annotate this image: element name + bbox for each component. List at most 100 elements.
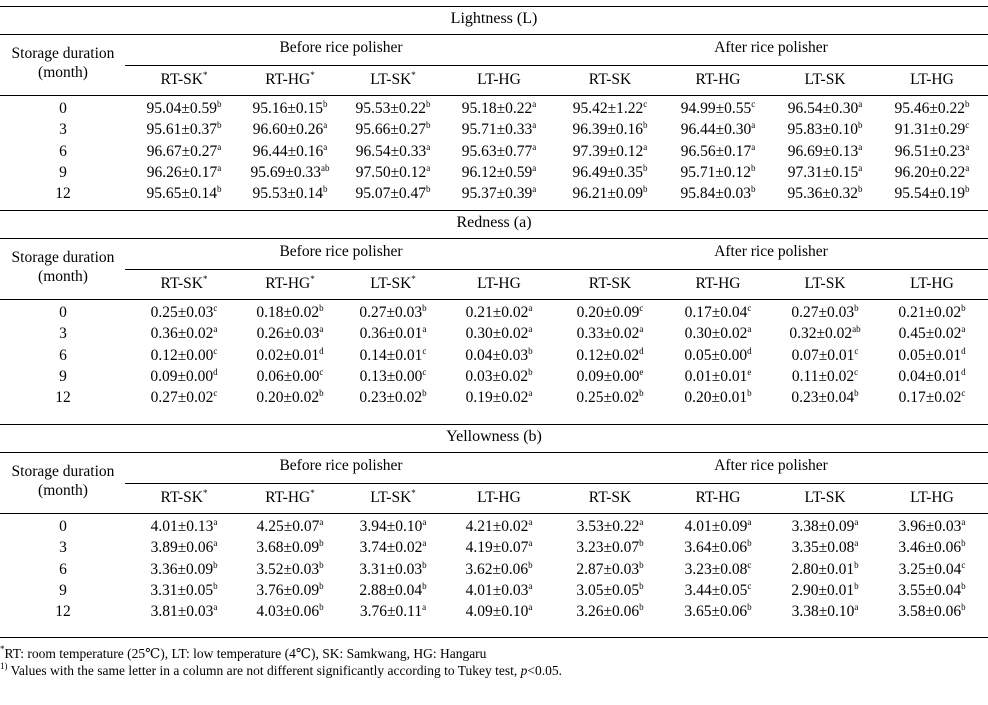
table-cell: 4.19±0.07a	[465, 538, 533, 557]
table-cell: 0.06±0.00c	[256, 366, 324, 385]
table-cell: 95.71±0.12b	[680, 162, 756, 181]
row-header-unit: (month)	[38, 64, 88, 81]
row-month: 9	[59, 367, 67, 385]
table-cell: 95.54±0.19b	[894, 184, 970, 203]
column-header: RT-HG	[695, 489, 741, 506]
table-cell: 0.32±0.02ab	[789, 324, 861, 343]
group-before-rule	[125, 483, 561, 484]
table-cell: 95.36±0.32b	[787, 184, 863, 203]
table-cell: 2.90±0.01b	[791, 580, 859, 599]
row-header-unit: (month)	[38, 268, 88, 285]
table-cell: 3.35±0.08a	[791, 538, 859, 557]
column-header: LT-SK	[804, 71, 846, 88]
table-cell: 96.60±0.26a	[252, 120, 328, 139]
table-cell: 95.84±0.03b	[680, 184, 756, 203]
table-cell: 94.99±0.55c	[680, 99, 756, 118]
table-cell: 0.30±0.02a	[684, 324, 752, 343]
column-header: LT-SK	[804, 489, 846, 506]
header-bottom-rule	[0, 299, 988, 300]
table-cell: 3.53±0.22a	[576, 517, 644, 536]
table-cell: 3.31±0.03b	[359, 559, 427, 578]
table-cell: 0.36±0.01a	[359, 324, 427, 343]
section-title: Lightness (L)	[450, 10, 538, 27]
column-header: LT-SK*	[370, 274, 416, 293]
column-header: LT-HG	[477, 275, 521, 292]
row-month: 6	[59, 560, 67, 578]
table-cell: 95.42±1.22c	[572, 99, 648, 118]
table-cell: 3.74±0.02a	[359, 538, 427, 557]
table-cell: 3.26±0.06b	[576, 602, 644, 621]
table-cell: 3.76±0.11a	[359, 602, 427, 621]
row-month: 0	[59, 518, 67, 535]
table-cell: 96.39±0.16b	[572, 120, 648, 139]
column-header: RT-HG*	[265, 70, 315, 89]
table-cell: 95.71±0.33a	[461, 120, 537, 139]
table-cell: 96.44±0.16a	[252, 141, 328, 160]
table-cell: 95.16±0.15b	[252, 99, 328, 118]
table-cell: 4.21±0.02a	[465, 517, 533, 536]
group-header-before: Before rice polisher	[279, 243, 403, 260]
table-cell: 3.44±0.05c	[684, 580, 752, 599]
table-cell: 0.21±0.02b	[898, 303, 966, 322]
row-month: 9	[59, 163, 67, 181]
table-cell: 95.07±0.47b	[355, 184, 431, 203]
table-cell: 4.01±0.09a	[684, 517, 752, 536]
table-cell: 3.46±0.06b	[898, 538, 966, 557]
title-rule	[0, 238, 988, 239]
table-cell: 96.26±0.17a	[146, 162, 222, 181]
column-header: RT-HG*	[265, 488, 315, 507]
table-cell: 0.23±0.02b	[359, 388, 427, 407]
header-bottom-rule	[0, 95, 988, 96]
footnote-tukey: 1) Values with the same letter in a colu…	[0, 661, 563, 679]
table-cell: 3.58±0.06b	[898, 602, 966, 621]
column-header: RT-HG	[695, 71, 741, 88]
table-cell: 0.36±0.02a	[150, 324, 218, 343]
table-cell: 96.56±0.17a	[680, 141, 756, 160]
table-cell: 0.20±0.02b	[256, 388, 324, 407]
table-cell: 0.01±0.01e	[684, 366, 752, 385]
table-cell: 96.67±0.27a	[146, 141, 222, 160]
table-cell: 95.66±0.27b	[355, 120, 431, 139]
section-top-rule	[0, 210, 988, 212]
table-cell: 95.69±0.33ab	[250, 162, 330, 181]
table-cell: 95.04±0.59b	[146, 99, 222, 118]
group-header-after: After rice polisher	[714, 243, 828, 260]
table-cell: 96.21±0.09b	[572, 184, 648, 203]
table-cell: 0.45±0.02a	[898, 324, 966, 343]
group-after-rule	[561, 269, 988, 270]
table-cell: 3.36±0.09b	[150, 559, 218, 578]
section-title: Yellowness (b)	[446, 428, 542, 445]
table-cell: 91.31±0.29c	[894, 120, 970, 139]
table-cell: 0.04±0.03b	[465, 345, 533, 364]
table-cell: 0.04±0.01d	[898, 366, 966, 385]
table-cell: 0.20±0.01b	[684, 388, 752, 407]
row-month: 12	[55, 603, 71, 621]
row-month: 6	[59, 142, 67, 160]
table-cell: 95.53±0.14b	[252, 184, 328, 203]
table-cell: 3.68±0.09b	[256, 538, 324, 557]
row-month: 3	[59, 121, 67, 139]
table-cell: 0.17±0.04c	[684, 303, 752, 322]
table-cell: 96.49±0.35b	[572, 162, 648, 181]
column-header: LT-SK	[804, 275, 846, 292]
table-cell: 3.76±0.09b	[256, 580, 324, 599]
table-cell: 0.27±0.02c	[150, 388, 218, 407]
footnote-abbreviations: *RT: room temperature (25℃), LT: low tem…	[0, 644, 487, 662]
column-header: RT-SK	[588, 275, 632, 292]
table-cell: 0.03±0.02b	[465, 366, 533, 385]
table-cell: 0.12±0.00c	[150, 345, 218, 364]
table-cell: 0.27±0.03b	[791, 303, 859, 322]
table-cell: 96.54±0.30a	[787, 99, 863, 118]
table-cell: 3.31±0.05b	[150, 580, 218, 599]
table-cell: 0.12±0.02d	[576, 345, 644, 364]
table-cell: 95.53±0.22b	[355, 99, 431, 118]
table-cell: 97.31±0.15a	[787, 162, 863, 181]
title-rule	[0, 34, 988, 35]
table-cell: 96.12±0.59a	[461, 162, 537, 181]
row-month: 12	[55, 389, 71, 407]
table-cell: 0.09±0.00d	[150, 366, 218, 385]
row-month: 6	[59, 346, 67, 364]
group-after-rule	[561, 483, 988, 484]
table-cell: 0.05±0.01d	[898, 345, 966, 364]
column-header: LT-SK*	[370, 488, 416, 507]
